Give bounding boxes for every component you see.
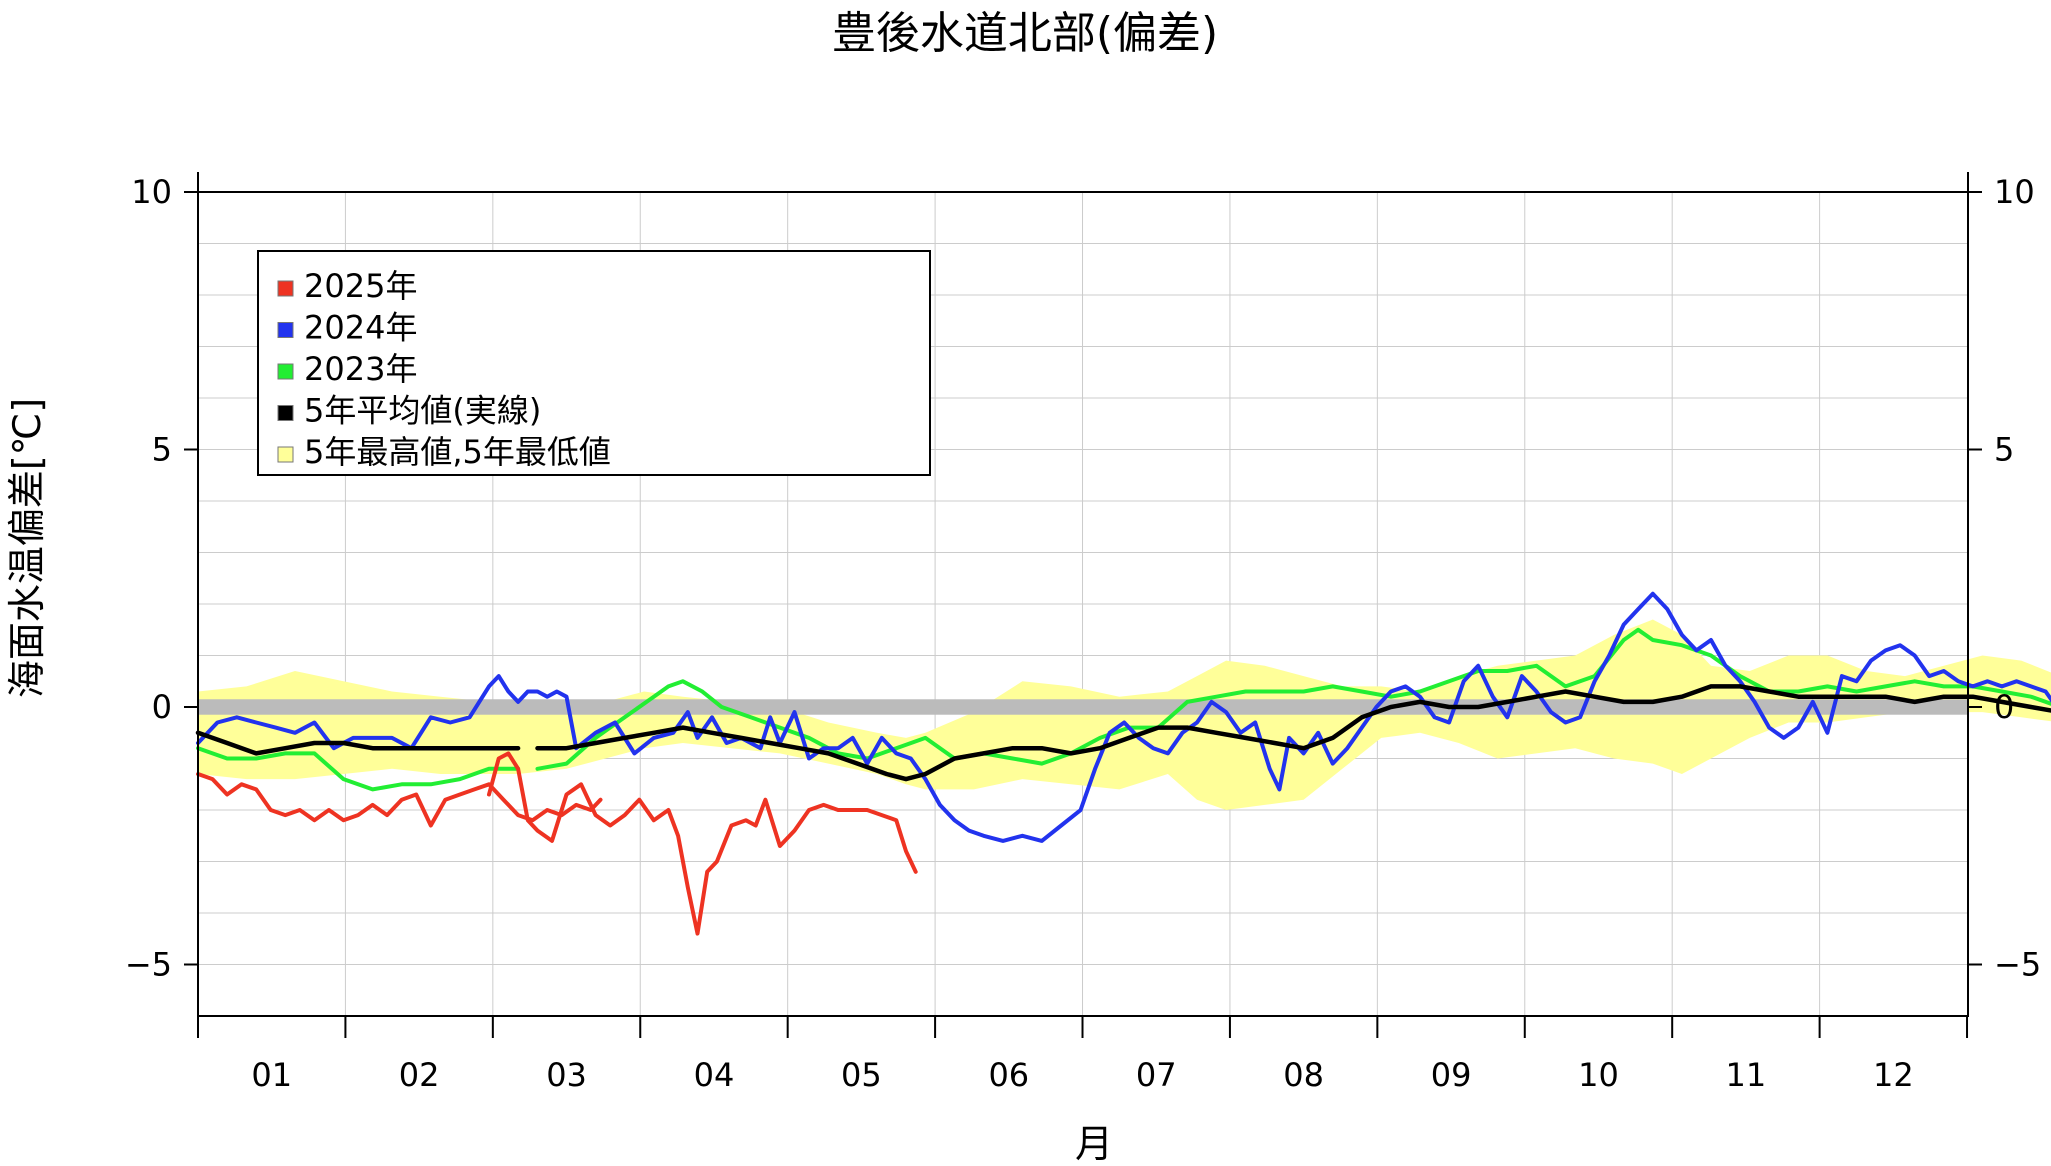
- series-line-avg-seg0: [195, 730, 521, 756]
- legend-label: 2025年: [304, 267, 417, 305]
- series-line-y2025-seg0: [196, 772, 603, 828]
- x-tick-label-month: 04: [694, 1056, 735, 1094]
- series-line-y2025-seg1: [487, 751, 918, 936]
- legend-box: [257, 250, 931, 476]
- x-axis-ticks: 01 02 03 04 05 06 07 08 09 10 11 12: [197, 172, 1969, 1094]
- y-tick-label-left: 0: [152, 688, 172, 726]
- x-tick-label-month: 01: [251, 1056, 292, 1094]
- series-line-y2023-seg1: [535, 627, 2051, 771]
- legend-swatch: [277, 322, 294, 338]
- series-line-y2024-seg0: [196, 591, 2051, 843]
- x-axis-label: 月: [1075, 1122, 1113, 1166]
- x-tick-label-month: 08: [1283, 1056, 1324, 1094]
- legend-swatch: [277, 446, 294, 463]
- y-tick-label-right: 5: [1994, 431, 2014, 469]
- y-axis-ticks: 10 10 5 5 0 0 −5 −5: [125, 173, 2041, 984]
- y-tick-label-right: −5: [1994, 946, 2041, 984]
- legend-swatch: [277, 405, 294, 421]
- x-tick-label-month: 09: [1431, 1056, 1472, 1094]
- y-tick-label-left: −5: [125, 946, 172, 984]
- legend-label: 5年平均値(実線): [304, 392, 541, 430]
- x-tick-label-month: 06: [988, 1056, 1029, 1094]
- x-tick-label-month: 10: [1578, 1056, 1619, 1094]
- y-tick-label-left: 5: [152, 431, 172, 469]
- zero-reference-band-layer: [198, 699, 1968, 715]
- x-tick-label-month: 12: [1873, 1056, 1914, 1094]
- x-tick-label-month: 07: [1136, 1056, 1177, 1094]
- legend-label: 5年最高値,5年最低値: [304, 433, 611, 471]
- legend-swatch: [277, 280, 294, 297]
- x-tick-label-month: 02: [399, 1056, 440, 1094]
- zero-band: [198, 699, 1968, 715]
- y-tick-label-right: 0: [1994, 688, 2014, 726]
- chart-title: 豊後水道北部(偏差): [832, 8, 1218, 59]
- max-min-band-layer: [198, 619, 2051, 810]
- x-tick-label-month: 11: [1726, 1056, 1767, 1094]
- legend-label: 2023年: [304, 350, 417, 388]
- series-line-avg-seg1: [535, 684, 2051, 782]
- x-tick-label-month: 03: [546, 1056, 587, 1094]
- legend-swatch: [277, 363, 294, 380]
- series-line-y2023-seg0: [196, 746, 521, 792]
- y-tick-label-right: 10: [1994, 173, 2035, 211]
- x-tick-label-month: 05: [841, 1056, 882, 1094]
- y-axis-label: 海面水温偏差[℃]: [5, 398, 49, 698]
- series-layer: [195, 591, 2051, 936]
- legend-label: 2024年: [304, 309, 417, 347]
- max-min-band: [198, 619, 2051, 810]
- y-tick-label-left: 10: [131, 173, 172, 211]
